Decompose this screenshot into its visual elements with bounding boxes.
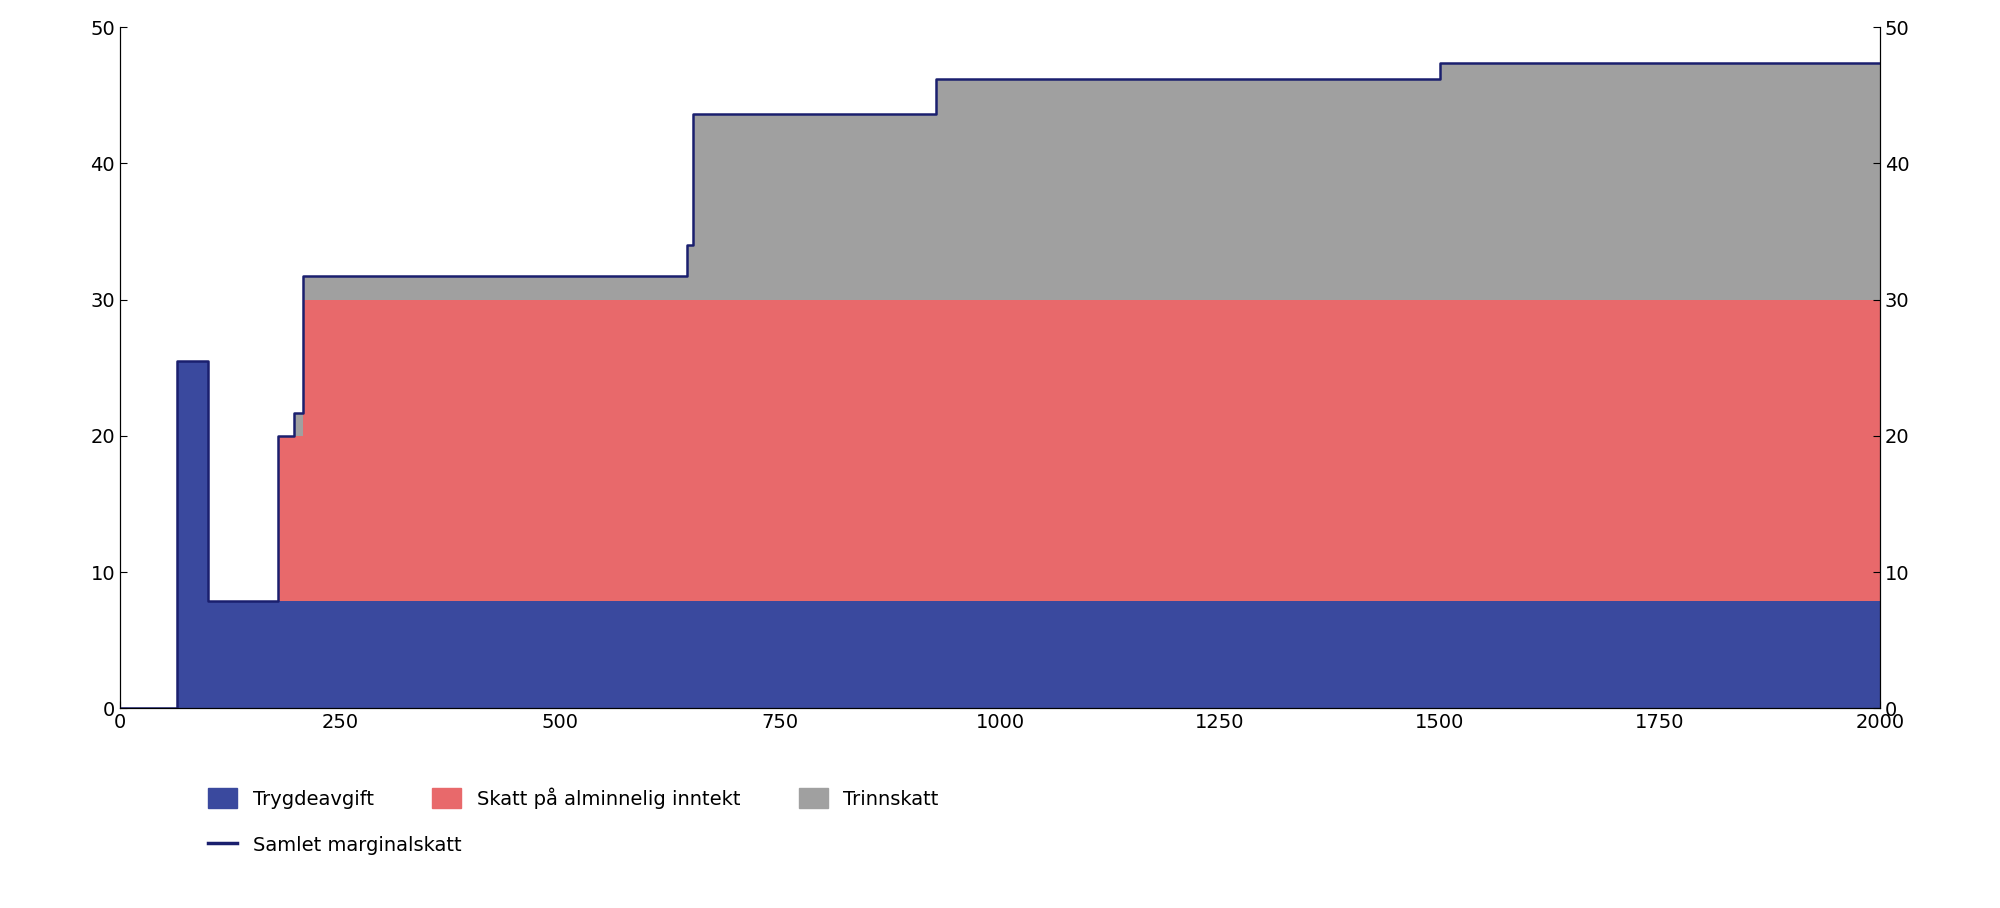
- Legend: Samlet marginalskatt: Samlet marginalskatt: [200, 827, 470, 863]
